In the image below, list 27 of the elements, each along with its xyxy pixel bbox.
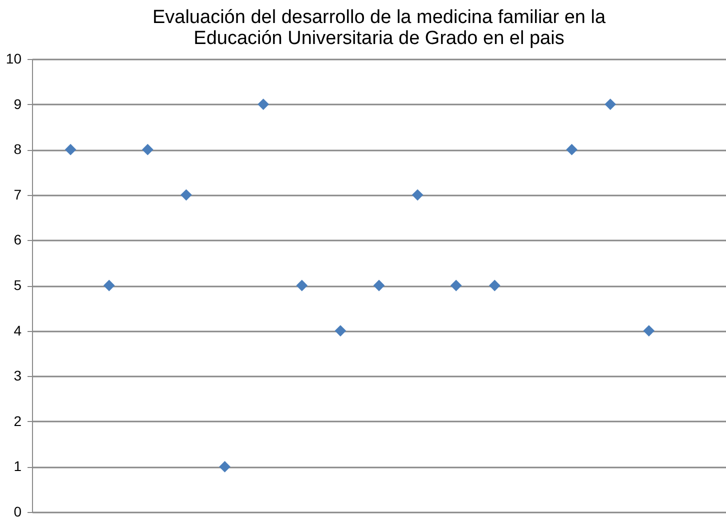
- y-tick-label: 5: [14, 277, 22, 293]
- y-tick-label: 9: [14, 96, 22, 112]
- point: [64, 144, 76, 156]
- point: [450, 280, 462, 292]
- point: [142, 144, 154, 156]
- point: [219, 461, 230, 472]
- point: [566, 144, 578, 156]
- y-tick-label: 4: [14, 322, 22, 338]
- point: [412, 189, 424, 201]
- point: [334, 325, 346, 336]
- point: [180, 189, 192, 201]
- chart-title: Evaluación del desarrollo de la medicina familiar en la Educación Universitaria de Grado en el pais: [152, 7, 606, 49]
- point: [296, 280, 308, 292]
- y-tick-label: 0: [14, 504, 22, 520]
- point: [373, 280, 385, 292]
- point: [488, 280, 500, 292]
- point: [643, 325, 655, 336]
- y-tick-label: 6: [14, 232, 22, 248]
- point: [103, 280, 115, 292]
- y-tick-label: 2: [14, 412, 22, 429]
- y-tick-label: 1: [14, 458, 22, 474]
- y-tick-label: 7: [14, 186, 22, 202]
- y-tick-label: 10: [6, 50, 22, 66]
- point: [258, 98, 270, 110]
- y-tick-label: 3: [14, 368, 22, 384]
- point: [604, 98, 616, 110]
- y-tick-label: 8: [14, 141, 22, 158]
